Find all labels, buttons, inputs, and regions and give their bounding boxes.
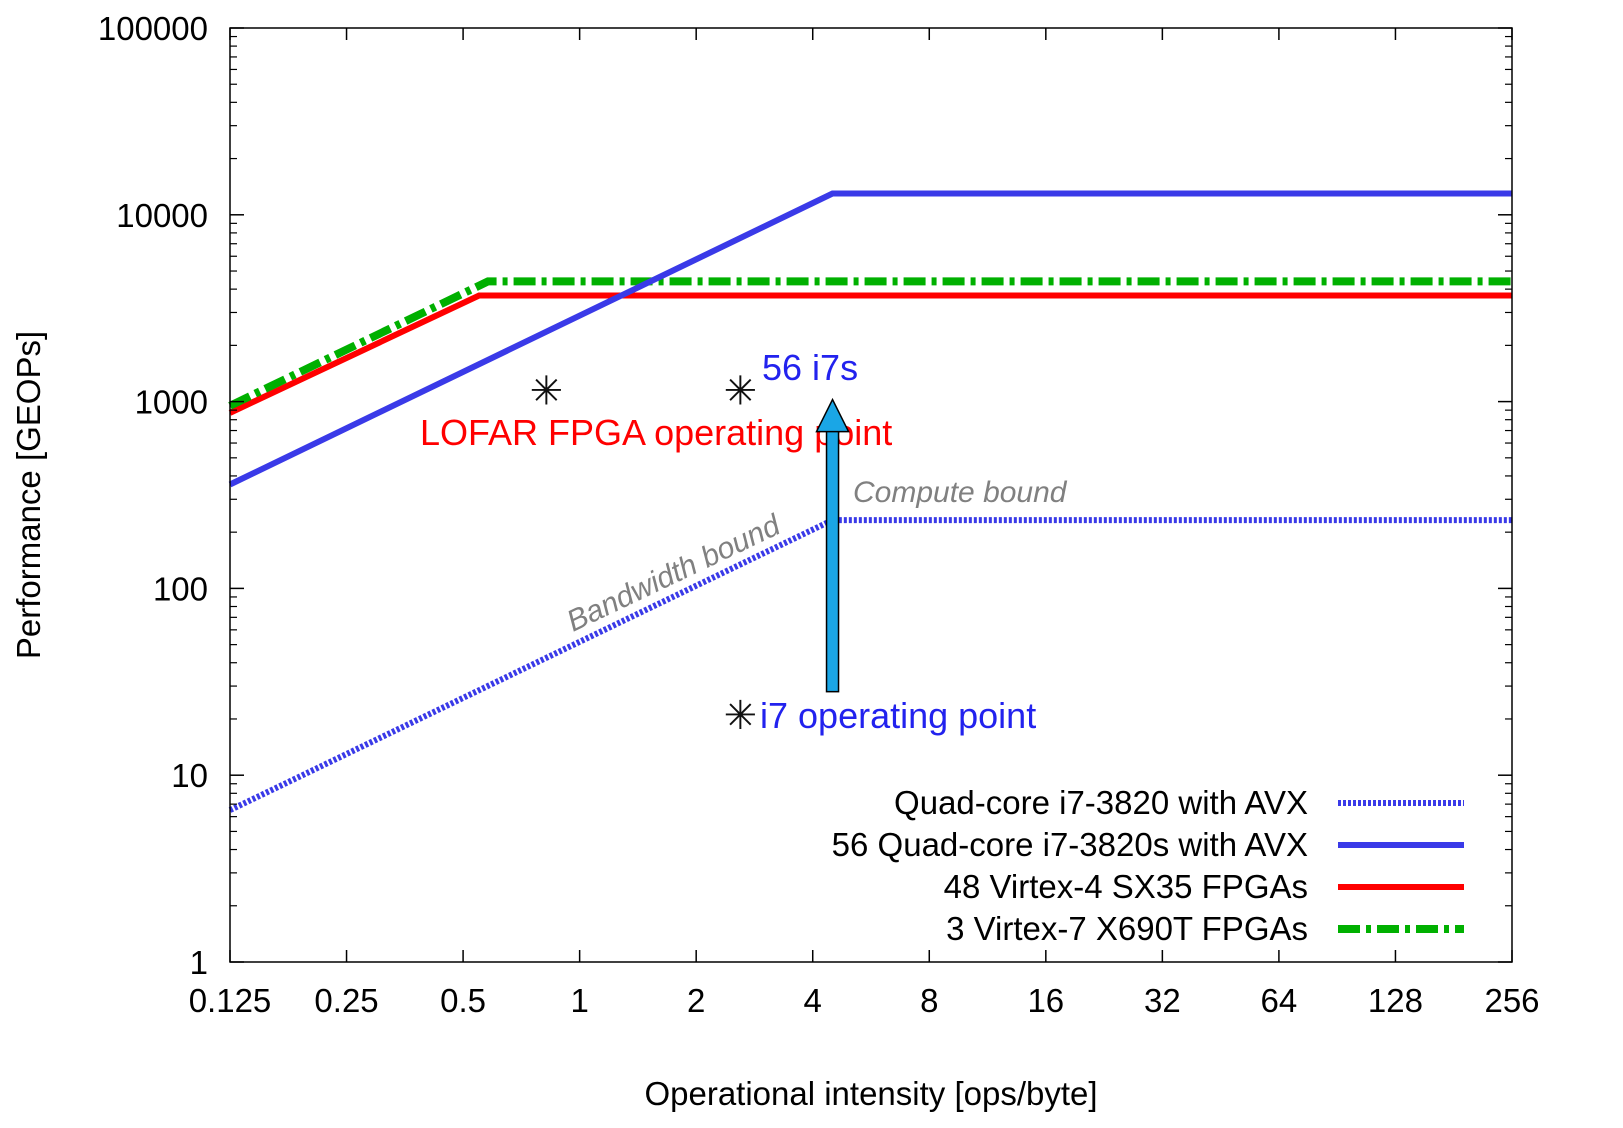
x-tick-label: 0.25: [314, 982, 378, 1019]
legend: Quad-core i7-3820 with AVX 56 Quad-core i…: [832, 784, 1464, 947]
axes-layer: 0.125 0.25 0.5 1 2 4 8 16 32 64 128 256 1 10 100 1000 10…: [98, 10, 1540, 1019]
y-tick-label: 100000: [98, 10, 208, 47]
x-tick-label: 0.5: [440, 982, 486, 1019]
x-axis-title: Operational intensity [ops/byte]: [644, 1075, 1097, 1112]
operating-point-marker: ✳: [724, 368, 758, 414]
x-tick-label: 64: [1261, 982, 1298, 1019]
x-tick-label: 1: [570, 982, 588, 1019]
compute-bound-label: Compute bound: [853, 476, 1068, 509]
marker-layer: ✳ ✳ ✳: [530, 368, 758, 739]
series-line-4: [228, 277, 1512, 410]
x-tick-label: 16: [1027, 982, 1064, 1019]
legend-label-2: 56 Quad-core i7-3820s with AVX: [832, 826, 1308, 863]
y-tick-label: 100: [153, 570, 208, 607]
x-tick-label: 256: [1484, 982, 1539, 1019]
x-tick-label: 2: [687, 982, 705, 1019]
x-tick-label: 0.125: [189, 982, 272, 1019]
x-tick-label: 4: [804, 982, 822, 1019]
arrow-head: [815, 397, 850, 433]
legend-label-3: 48 Virtex-4 SX35 FPGAs: [944, 868, 1308, 905]
bandwidth-bound-label: Bandwidth bound: [562, 508, 787, 638]
y-axis-title: Performance [GEOPs]: [10, 331, 47, 659]
y-tick-label: 10000: [116, 197, 208, 234]
x-tick-label: 32: [1144, 982, 1181, 1019]
series-line-3: [228, 292, 1512, 416]
operating-point-marker: ✳: [530, 368, 564, 414]
series-line-1: [228, 517, 1512, 813]
arrow-shaft: [825, 428, 840, 693]
arrow-layer: [815, 397, 850, 693]
y-tick-label: 1000: [135, 384, 208, 421]
series-layer: [228, 190, 1512, 813]
operating-point-marker: ✳: [724, 693, 758, 739]
y-tick-label: 1: [190, 944, 208, 981]
series-line-2: [228, 190, 1512, 488]
i7-operating-point-label: i7 operating point: [760, 695, 1036, 736]
x-tick-label: 8: [920, 982, 938, 1019]
lofar-operating-point-label: LOFAR FPGA operating point: [420, 412, 892, 453]
56-i7s-label: 56 i7s: [762, 347, 858, 388]
x-tick-label: 128: [1368, 982, 1423, 1019]
y-tick-label: 10: [171, 757, 208, 794]
legend-label-1: Quad-core i7-3820 with AVX: [894, 784, 1308, 821]
legend-label-4: 3 Virtex-7 X690T FPGAs: [946, 910, 1308, 947]
plot-frame: [229, 27, 1513, 963]
